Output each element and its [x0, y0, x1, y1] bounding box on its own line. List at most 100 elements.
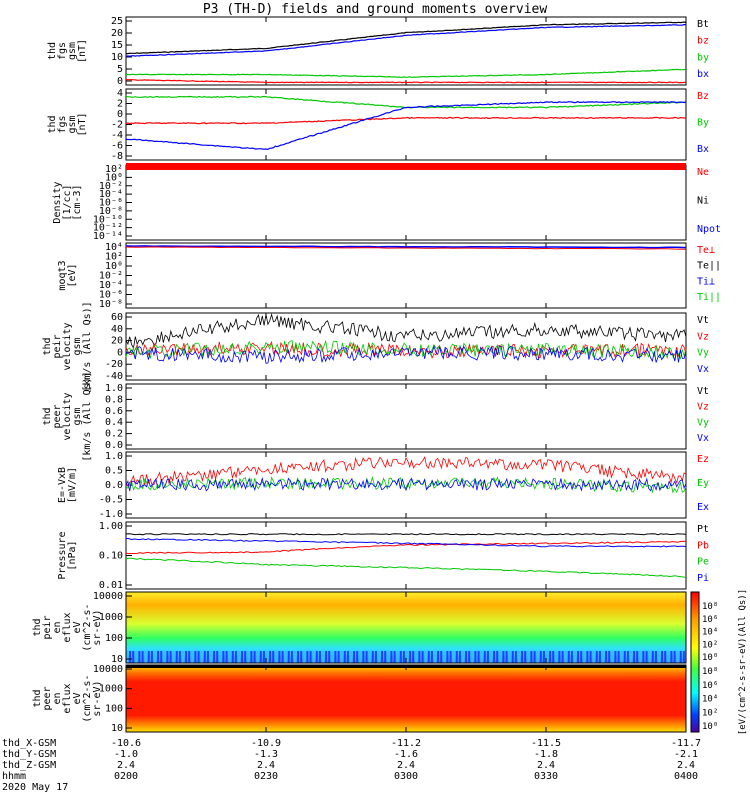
ion-spectrogram-cell [402, 651, 405, 663]
ion-spectrogram-cell [427, 651, 430, 663]
ion-spectrogram-cell [266, 651, 268, 663]
legend-Vz: Vz [697, 331, 709, 342]
y-axis-label: velocity [62, 392, 73, 440]
y-axis-label: [nT] [77, 39, 88, 63]
series-Bz [125, 116, 687, 125]
y-tick-label: 1000 [99, 612, 123, 623]
ion-spectrogram-cell [514, 651, 517, 663]
ion-spectrogram-cell [477, 651, 480, 663]
ion-spectrogram-cell [580, 651, 583, 663]
x-axis-value-x: -11.2 [390, 738, 422, 749]
ion-spectrogram-cell [654, 651, 657, 663]
y-tick-label: 0 [117, 76, 123, 87]
panel-frame [125, 312, 687, 381]
y-axis-label: [cm-3] [72, 184, 83, 220]
ion-spectrogram-cell [393, 651, 396, 663]
legend-Ti||: Ti|| [697, 292, 721, 303]
ion-spectrogram-cell [312, 651, 315, 663]
ion-spectrogram-cell [287, 651, 290, 663]
y-axis-label: thd [47, 115, 58, 133]
ion-spectrogram-cell [191, 651, 194, 663]
y-tick-label: 0.4 [105, 417, 123, 428]
ion-spectrogram-cell [406, 651, 408, 663]
ion-spectrogram-cell [592, 651, 595, 663]
x-axis-column: -10.9 -1.3 2.4 0230 [226, 738, 306, 782]
ion-spectrogram-cell [315, 651, 318, 663]
colorbar [690, 591, 700, 733]
ion-spectrogram-cell [434, 651, 436, 663]
y-axis-label: Pressure [57, 531, 68, 579]
y-tick-label: 20 [111, 336, 123, 347]
x-axis-value-t: 0200 [113, 771, 139, 782]
ion-spectrogram-cell [542, 651, 545, 663]
ion-spectrogram-cell [356, 651, 359, 663]
panel-pressure: 1.00 0.10 0.01 Pressure [nPa] Pt Pb Pe Pi [57, 521, 709, 591]
y-tick-label: 10⁻⁶ [99, 198, 123, 209]
ion-spectrogram-cell [605, 651, 608, 663]
colorbar-tick: 10⁴ [702, 695, 718, 705]
ion-spectrogram-cell [322, 651, 324, 663]
ion-spectrogram-cell [630, 651, 632, 663]
ion-spectrogram-cell [129, 651, 132, 663]
y-axis-label: peir [52, 334, 63, 358]
ion-spectrogram-cell [169, 651, 172, 663]
ion-spectrogram-cell [658, 651, 660, 663]
ion-spectrogram-cell [617, 651, 620, 663]
legend-Npot: Npot [697, 224, 721, 235]
ion-spectrogram-cell [353, 651, 356, 663]
series-Vz [125, 340, 687, 359]
y-tick-label: 0.0 [105, 480, 123, 491]
ion-spectrogram-cell [325, 651, 328, 663]
ion-spectrogram-cell [272, 651, 275, 663]
ion-spectrogram-cell [387, 651, 390, 663]
series-Te⊥ [125, 246, 687, 250]
ion-spectrogram-cell [462, 651, 464, 663]
y-axis-label: peer [52, 404, 63, 428]
ion-spectrogram-cell [399, 651, 402, 663]
ion-spectrogram-cell [595, 651, 598, 663]
legend-Ey: Ey [697, 478, 709, 489]
ion-spectrogram-cell [126, 651, 128, 663]
y-axis-label: [km/s (All Qs)] [82, 371, 93, 461]
x-axis-column: -11.7 -2.1 2.4 0400 [646, 738, 726, 782]
ion-spectrogram-cell [679, 651, 682, 663]
ion-spectrogram-cell [409, 651, 412, 663]
y-tick-label: 0 [117, 109, 123, 120]
legend-bz: bz [697, 36, 709, 47]
ion-spectrogram-cell [539, 651, 542, 663]
y-axis-label: peer [42, 686, 53, 710]
x-axis-value-y: -1.6 [393, 749, 419, 760]
ion-spectrogram-cell [493, 651, 496, 663]
ion-spectrogram-cell [250, 651, 253, 663]
ion-spectrogram-cell [527, 651, 530, 663]
ion-spectrogram-cell [238, 651, 240, 663]
y-axis-label: Density [52, 181, 63, 223]
ion-spectrogram-cell [561, 651, 564, 663]
ion-spectrogram-cell [281, 651, 284, 663]
series-Vt [125, 313, 687, 350]
y-axis-label: gsm [67, 42, 78, 60]
ion-spectrogram-cell [309, 651, 312, 663]
ion-spectrogram-cell [210, 651, 212, 663]
x-axis-value-t: 0300 [393, 771, 419, 782]
legend-by: by [697, 52, 709, 63]
x-axis-value-z: 2.4 [256, 760, 276, 771]
ion-spectrogram-cell [570, 651, 573, 663]
legend-Vt: Vt [697, 386, 709, 397]
colorbar-tick: 10² [702, 708, 718, 718]
series-Ey [125, 476, 687, 494]
x-axis-value-x: -11.5 [530, 738, 562, 749]
y-axis-label: [mV/m] [67, 467, 78, 503]
y-axis-label: en [52, 692, 63, 704]
y-tick-label: 0 [117, 347, 123, 358]
y-tick-label: 1.0 [105, 451, 123, 462]
ion-spectrogram-cell [284, 651, 287, 663]
y-axis-label: [km/s (All Qs)] [82, 301, 93, 391]
legend-Ti⊥: Ti⊥ [697, 276, 715, 287]
legend-Vt: Vt [697, 315, 709, 326]
ion-spectrogram-cell [194, 651, 197, 663]
y-tick-label: 10000 [93, 664, 123, 675]
ion-spectrogram-cell [589, 651, 592, 663]
ion-spectrogram-cell [412, 651, 415, 663]
ion-spectrogram-cell [586, 651, 589, 663]
